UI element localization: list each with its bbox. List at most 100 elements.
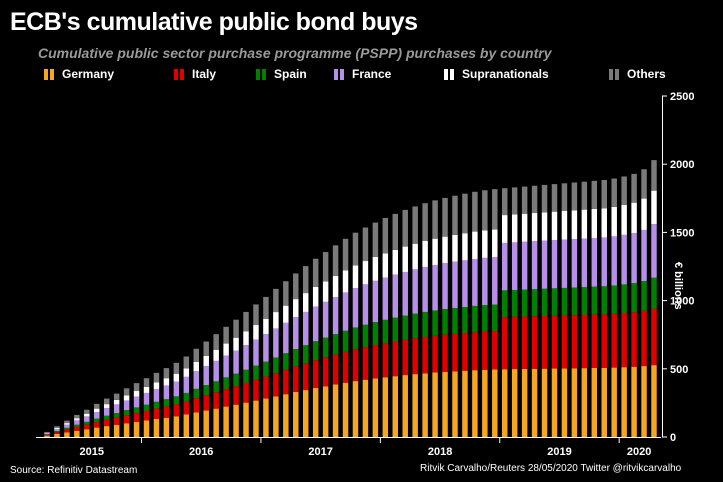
bar-spain-2019-10: [591, 286, 598, 315]
bar-france-2016-10: [233, 350, 239, 374]
bar-supranationals-2016-04: [173, 373, 180, 382]
bar-germany-2017-09: [342, 382, 349, 437]
bar-spain-2016-04: [173, 396, 180, 405]
bar-spain-2016-03: [163, 399, 170, 407]
bar-germany-2015-10: [113, 424, 120, 437]
bar-france-2018-09: [462, 260, 468, 308]
legend-label: Spain: [274, 67, 307, 81]
bar-germany-2016-03: [163, 417, 170, 437]
bar-germany-2019-01: [502, 369, 508, 437]
bar-italy-2015-06: [74, 427, 80, 431]
bar-others-2017-01: [263, 296, 269, 319]
bar-others-2016-04: [173, 362, 180, 374]
bar-france-2018-07: [442, 263, 448, 310]
bar-germany-2018-12: [492, 369, 498, 437]
legend-item-france: France: [334, 67, 391, 81]
bar-italy-2016-07: [203, 395, 209, 411]
bar-supranationals-2019-05: [541, 212, 548, 241]
bar-others-2017-02: [273, 288, 279, 313]
y-tick-label-0: 0: [670, 432, 676, 444]
bar-germany-2016-01: [143, 420, 150, 437]
bar-france-2019-02: [511, 242, 518, 290]
bar-supranationals-2017-06: [312, 286, 319, 307]
bar-spain-2017-04: [293, 349, 299, 367]
bar-france-2020-04: [651, 224, 657, 278]
bar-supranationals-2015-08: [94, 408, 100, 413]
bar-france-2020-02: [631, 233, 637, 284]
bar-supranationals-2017-10: [352, 265, 359, 289]
bar-france-2018-10: [472, 259, 478, 306]
bar-italy-2017-06: [312, 360, 319, 389]
bar-germany-2017-02: [273, 396, 279, 437]
bar-spain-2016-12: [253, 365, 259, 380]
bar-germany-2016-08: [213, 408, 219, 437]
bar-supranationals-2019-04: [531, 213, 538, 242]
bar-spain-2017-01: [263, 361, 269, 377]
bar-others-2018-06: [432, 200, 438, 239]
bar-spain-2016-06: [193, 388, 199, 399]
bar-supranationals-2017-11: [362, 261, 369, 285]
legend-item-supranationals: Supranationals: [444, 67, 549, 81]
bar-spain-2019-01: [502, 290, 508, 318]
bar-others-2019-09: [581, 181, 588, 210]
bar-germany-2019-12: [611, 367, 617, 437]
bar-spain-2018-12: [492, 304, 498, 332]
bar-germany-2019-05: [541, 368, 548, 437]
bar-france-2018-12: [492, 257, 498, 305]
bar-germany-2018-03: [402, 375, 408, 437]
bar-germany-2019-06: [551, 368, 558, 437]
bar-germany-2019-08: [571, 368, 578, 437]
bar-germany-2015-12: [133, 421, 140, 437]
legend-item-others: Others: [609, 67, 666, 81]
bar-france-2019-03: [521, 241, 528, 290]
bar-germany-2018-09: [462, 370, 468, 437]
bars: [44, 160, 657, 437]
legend-swatch: [444, 68, 456, 80]
bar-italy-2016-03: [163, 406, 170, 418]
bar-supranationals-2015-03: [44, 432, 50, 434]
bar-france-2020-03: [641, 229, 647, 282]
legend-swatch: [256, 68, 268, 80]
bar-spain-2015-07: [84, 421, 90, 425]
bar-france-2017-09: [342, 292, 349, 331]
bar-germany-2015-09: [103, 426, 110, 437]
bar-germany-2017-05: [302, 390, 309, 437]
bar-italy-2016-06: [193, 398, 199, 413]
bar-germany-2019-04: [531, 368, 538, 437]
bar-france-2015-12: [133, 396, 140, 408]
bar-supranationals-2018-04: [412, 243, 418, 270]
bar-italy-2017-03: [283, 369, 289, 395]
bar-others-2018-12: [492, 189, 498, 230]
bar-spain-2016-01: [143, 404, 150, 411]
bar-france-2018-02: [392, 274, 399, 318]
bar-germany-2016-07: [203, 410, 209, 437]
bar-spain-2019-11: [601, 286, 607, 315]
bar-supranationals-2018-06: [432, 238, 438, 265]
bar-spain-2017-02: [273, 357, 279, 374]
bar-france-2016-03: [163, 385, 170, 400]
bar-germany-2018-01: [382, 377, 389, 437]
bar-france-2015-05: [64, 424, 70, 428]
bar-others-2015-04: [54, 426, 60, 428]
bar-germany-2016-09: [223, 406, 229, 437]
bar-supranationals-2018-07: [442, 236, 448, 264]
bar-supranationals-2016-05: [183, 368, 190, 377]
bar-supranationals-2016-07: [203, 355, 209, 367]
bar-france-2016-04: [173, 381, 180, 397]
bar-italy-2018-12: [492, 331, 498, 370]
bar-germany-2015-08: [94, 427, 100, 437]
bar-spain-2017-09: [342, 330, 349, 352]
y-tick-label-2500: 2500: [670, 91, 694, 103]
bar-germany-2016-05: [183, 414, 190, 437]
bar-italy-2017-09: [342, 351, 349, 383]
bar-others-2019-04: [531, 185, 538, 214]
bar-germany-2020-01: [621, 367, 627, 437]
bar-others-2017-10: [352, 232, 359, 266]
bar-spain-2020-03: [641, 281, 647, 311]
bar-france-2016-06: [193, 371, 199, 389]
legend-label: Germany: [62, 67, 115, 81]
source-note: Source: Refinitiv Datastream: [10, 465, 138, 476]
x-tick-label-2016: 2016: [189, 446, 213, 458]
bar-france-2017-10: [352, 288, 359, 328]
bar-italy-2019-02: [511, 316, 518, 370]
